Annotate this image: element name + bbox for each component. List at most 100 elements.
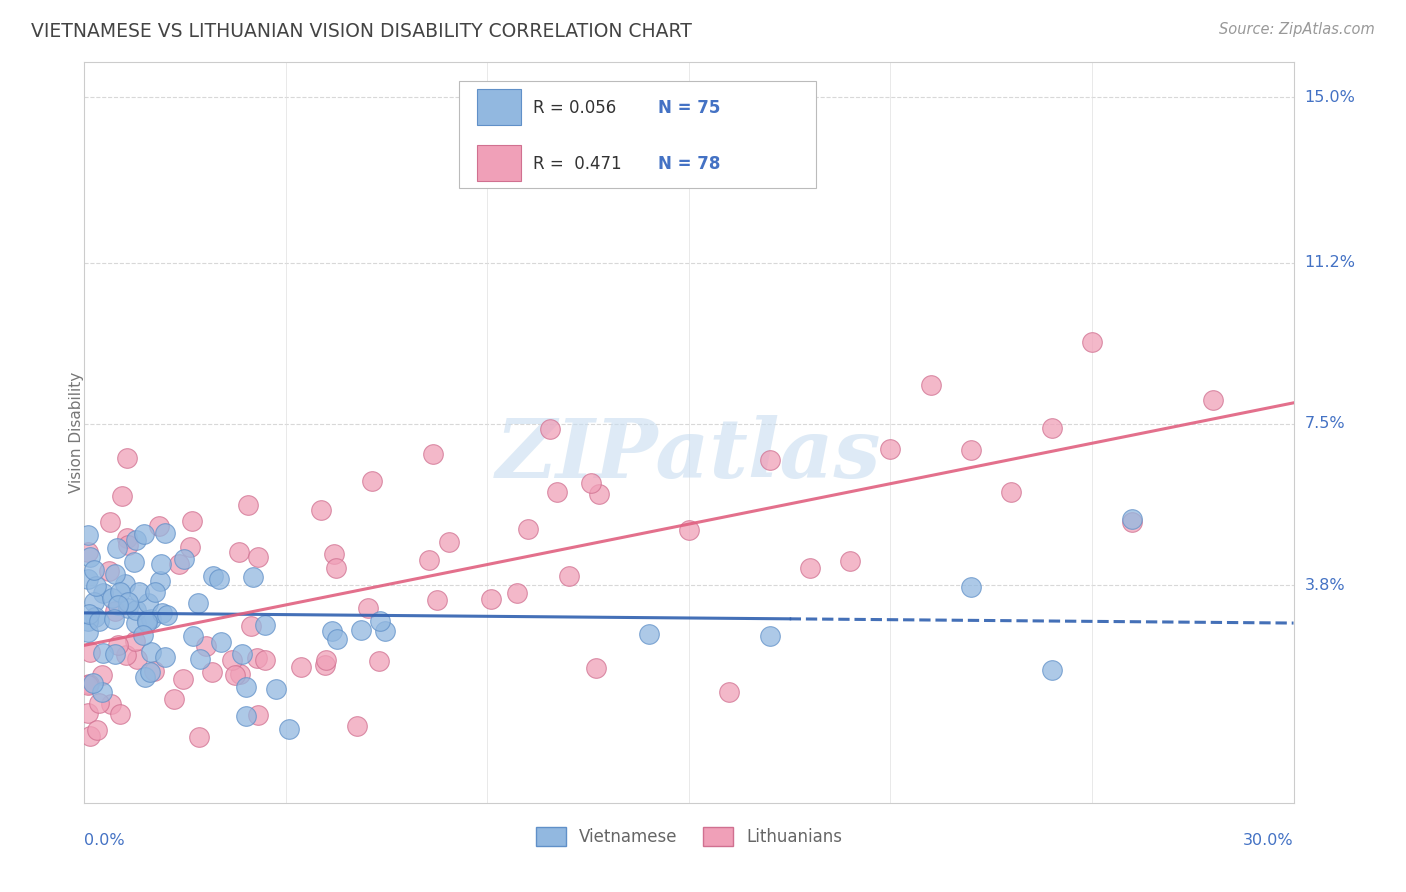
- Point: [83, 563, 105, 577]
- Point: [422, 447, 444, 461]
- Point: [439, 534, 461, 549]
- Point: [104, 604, 127, 618]
- Point: [117, 531, 139, 545]
- Point: [100, 515, 122, 529]
- Point: [360, 474, 382, 488]
- Point: [246, 650, 269, 665]
- Point: [1121, 516, 1143, 530]
- Point: [322, 547, 344, 561]
- Point: [179, 541, 201, 555]
- Point: [136, 615, 159, 629]
- Point: [173, 552, 195, 566]
- Point: [290, 660, 312, 674]
- Point: [104, 566, 127, 581]
- Point: [86, 723, 108, 738]
- Point: [246, 708, 269, 723]
- Point: [86, 578, 108, 592]
- Point: [231, 647, 253, 661]
- Point: [254, 618, 277, 632]
- Point: [346, 719, 368, 733]
- Point: [201, 569, 224, 583]
- Y-axis label: Vision Disability: Vision Disability: [69, 372, 83, 493]
- Text: 7.5%: 7.5%: [1305, 417, 1346, 432]
- Legend: Vietnamese, Lithuanians: Vietnamese, Lithuanians: [536, 827, 842, 847]
- Point: [224, 668, 246, 682]
- Point: [201, 665, 224, 679]
- Point: [799, 561, 821, 575]
- Point: [579, 476, 602, 491]
- Point: [107, 599, 129, 613]
- Point: [77, 607, 100, 621]
- Point: [235, 681, 257, 695]
- Point: [169, 557, 191, 571]
- Point: [920, 378, 942, 392]
- Point: [134, 669, 156, 683]
- Point: [426, 593, 449, 607]
- Point: [128, 584, 150, 599]
- Point: [314, 657, 336, 672]
- FancyBboxPatch shape: [478, 145, 520, 181]
- Point: [136, 596, 159, 610]
- Text: N = 78: N = 78: [658, 155, 720, 173]
- Point: [117, 595, 139, 609]
- Point: [117, 600, 139, 615]
- Point: [418, 553, 440, 567]
- Point: [148, 519, 170, 533]
- Point: [131, 627, 153, 641]
- Point: [315, 653, 337, 667]
- Point: [1040, 420, 1063, 434]
- Point: [139, 665, 162, 679]
- Point: [585, 660, 607, 674]
- Point: [538, 422, 561, 436]
- Point: [79, 645, 101, 659]
- Point: [588, 486, 610, 500]
- Point: [122, 555, 145, 569]
- Point: [367, 653, 389, 667]
- Point: [90, 685, 112, 699]
- Point: [187, 731, 209, 745]
- Point: [108, 706, 131, 721]
- Point: [637, 627, 659, 641]
- Point: [326, 632, 349, 647]
- Text: VIETNAMESE VS LITHUANIAN VISION DISABILITY CORRELATION CHART: VIETNAMESE VS LITHUANIAN VISION DISABILI…: [31, 22, 692, 41]
- Point: [228, 666, 250, 681]
- Point: [77, 615, 100, 629]
- Point: [678, 523, 700, 537]
- Text: 11.2%: 11.2%: [1305, 255, 1355, 270]
- Point: [83, 595, 105, 609]
- Point: [115, 451, 138, 466]
- Point: [100, 697, 122, 711]
- Point: [77, 706, 100, 721]
- Point: [1081, 335, 1104, 350]
- Point: [506, 586, 529, 600]
- Text: 15.0%: 15.0%: [1305, 90, 1355, 104]
- Point: [277, 722, 299, 736]
- Point: [77, 678, 100, 692]
- Point: [110, 585, 132, 599]
- Point: [1121, 512, 1143, 526]
- Point: [236, 498, 259, 512]
- Point: [235, 708, 257, 723]
- Point: [77, 624, 100, 639]
- Point: [253, 653, 276, 667]
- Text: 0.0%: 0.0%: [84, 833, 125, 848]
- Point: [105, 541, 128, 555]
- Point: [209, 634, 232, 648]
- Point: [124, 616, 146, 631]
- Point: [1000, 484, 1022, 499]
- Point: [188, 652, 211, 666]
- Point: [368, 614, 391, 628]
- Point: [181, 514, 204, 528]
- Point: [960, 580, 983, 594]
- Point: [97, 564, 120, 578]
- Text: R =  0.471: R = 0.471: [533, 155, 621, 173]
- Point: [228, 544, 250, 558]
- Point: [91, 667, 114, 681]
- Text: R = 0.056: R = 0.056: [533, 99, 616, 118]
- Point: [77, 528, 100, 542]
- Point: [242, 570, 264, 584]
- Point: [153, 525, 176, 540]
- Point: [311, 503, 333, 517]
- Point: [124, 634, 146, 648]
- Point: [172, 673, 194, 687]
